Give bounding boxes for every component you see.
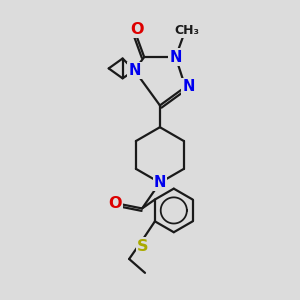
Text: O: O [109,196,122,211]
Text: N: N [128,63,141,78]
Text: CH₃: CH₃ [175,24,200,37]
Text: N: N [182,80,194,94]
Text: S: S [137,238,149,253]
Text: O: O [130,22,143,37]
Text: N: N [154,175,166,190]
Text: N: N [169,50,182,64]
